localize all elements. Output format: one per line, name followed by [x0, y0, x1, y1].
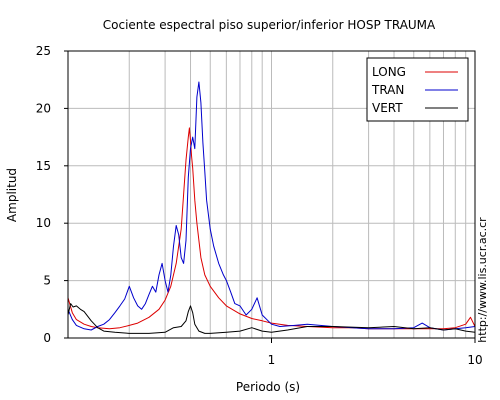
legend-label-tran: TRAN	[371, 83, 404, 97]
y-tick-label: 5	[43, 274, 51, 288]
y-axis-label: Amplitud	[5, 168, 19, 222]
y-tick-label: 10	[36, 216, 51, 230]
legend-label-vert: VERT	[372, 101, 403, 115]
x-tick-label: 1	[268, 353, 276, 367]
y-tick-label: 25	[36, 44, 51, 58]
y-tick-label: 0	[43, 331, 51, 345]
series-group	[68, 81, 475, 334]
series-line-tran	[68, 81, 475, 331]
y-tick-label: 20	[36, 101, 51, 115]
chart-title: Cociente espectral piso superior/inferio…	[103, 18, 436, 32]
source-url-annotation: http://www.lis.ucr.ac.cr	[476, 217, 489, 343]
x-axis-label: Periodo (s)	[236, 380, 300, 394]
x-tick-label: 10	[467, 353, 482, 367]
legend-label-long: LONG	[372, 65, 406, 79]
series-line-vert	[68, 303, 475, 334]
y-tick-label: 15	[36, 159, 51, 173]
axis-ticks: 0 5 10 15 20 25 1 10	[36, 44, 483, 367]
legend: LONG TRAN VERT	[366, 57, 469, 122]
